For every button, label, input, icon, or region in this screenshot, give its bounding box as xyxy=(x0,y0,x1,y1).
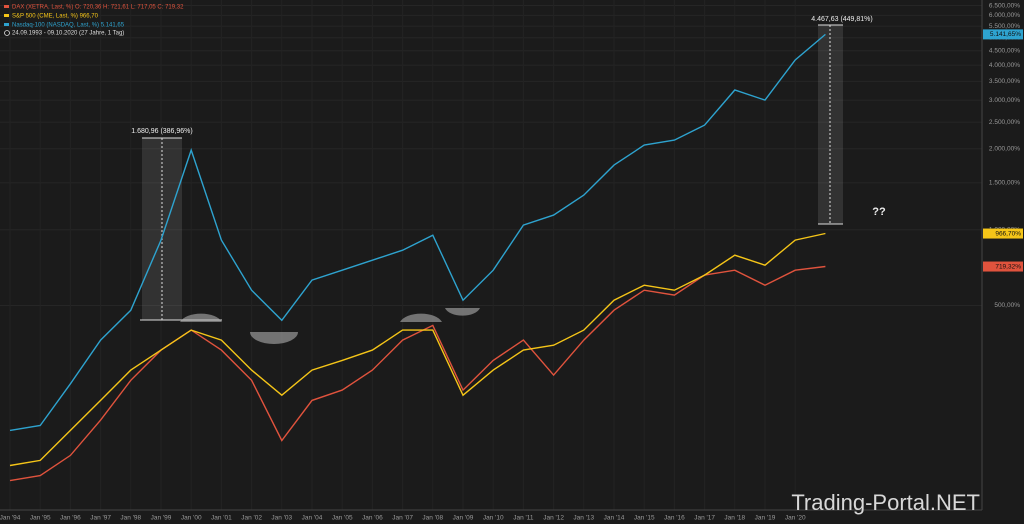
x-tick-label: Jan '03 xyxy=(271,515,292,522)
x-tick-label: Jan '02 xyxy=(241,515,262,522)
x-tick-label: Jan '05 xyxy=(332,515,353,522)
x-tick-label: Jan '01 xyxy=(211,515,232,522)
x-tick-label: Jan '97 xyxy=(90,515,111,522)
series-line xyxy=(9,265,826,482)
x-tick-label: Jan '99 xyxy=(151,515,172,522)
x-tick-label: Jan '13 xyxy=(573,515,594,522)
bottom-arc xyxy=(250,332,298,344)
x-tick-label: Jan '10 xyxy=(483,515,504,522)
legend-entry: Nasdaq-100 (NASDAQ, Last, %) 5.141,65 xyxy=(12,23,125,29)
x-tick-label: Jan '96 xyxy=(60,515,81,522)
y-tick-label: 5.500,00% xyxy=(989,23,1020,30)
top-arc xyxy=(180,313,222,322)
series-line xyxy=(9,232,826,467)
x-tick-label: Jan '04 xyxy=(302,515,323,522)
x-tick-label: Jan '95 xyxy=(30,515,51,522)
value-tag xyxy=(983,29,1023,40)
value-label: 966,70% xyxy=(995,230,1021,237)
y-tick-label: 4.500,00% xyxy=(989,47,1020,54)
top-arc xyxy=(400,313,442,322)
x-tick-label: Jan '08 xyxy=(422,515,443,522)
x-tick-label: Jan '06 xyxy=(362,515,383,522)
value-label: 719,32% xyxy=(995,263,1021,270)
x-tick-label: Jan '11 xyxy=(513,515,534,522)
x-tick-label: Jan '20 xyxy=(785,515,806,522)
legend-swatch xyxy=(4,23,9,26)
period: 24.09.1993 - 09.10.2020 (27 Jahre, 1 Tag… xyxy=(12,31,124,37)
y-tick-label: 6.500,00% xyxy=(989,2,1020,9)
y-tick-label: 6.000,00% xyxy=(989,12,1020,19)
x-tick-label: Jan '14 xyxy=(604,515,625,522)
x-tick-label: Jan '15 xyxy=(634,515,655,522)
x-tick-label: Jan '09 xyxy=(453,515,474,522)
x-tick-label: Jan '17 xyxy=(694,515,715,522)
watermark: Trading-Portal.NET xyxy=(791,490,980,515)
y-tick-label: 1.500,00% xyxy=(989,180,1020,187)
value-label: 5.141,65% xyxy=(990,31,1021,38)
x-tick-label: Jan '98 xyxy=(120,515,141,522)
value-tag xyxy=(983,228,1023,239)
y-tick-label: 3.500,00% xyxy=(989,78,1020,85)
x-tick-label: Jan '00 xyxy=(181,515,202,522)
x-tick-label: Jan '12 xyxy=(543,515,564,522)
bottom-arc xyxy=(445,308,480,316)
value-tag xyxy=(983,261,1023,272)
annotation: ?? xyxy=(872,206,886,218)
clock-icon xyxy=(4,30,10,36)
annotation: 1.680,96 (386,96%) xyxy=(131,128,193,135)
y-tick-label: 3.000,00% xyxy=(989,97,1020,104)
legend-swatch xyxy=(4,5,9,8)
x-tick-label: Jan '07 xyxy=(392,515,413,522)
legend-swatch xyxy=(4,14,9,17)
annotation: 4.467,63 (449,81%) xyxy=(811,16,873,23)
y-tick-label: 500,00% xyxy=(994,302,1020,309)
x-tick-label: Jan '16 xyxy=(664,515,685,522)
range-box xyxy=(142,138,182,320)
x-tick-label: Jan '18 xyxy=(724,515,745,522)
series-line xyxy=(9,33,826,432)
y-tick-label: 2.000,00% xyxy=(989,146,1020,153)
legend-entry: S&P 500 (CME, Last, %) 966,70 xyxy=(12,14,99,20)
x-tick-label: Jan '94 xyxy=(0,515,21,522)
y-tick-label: 4.000,00% xyxy=(989,62,1020,69)
legend-entry: DAX (XETRA, Last, %) O: 720,36 H: 721,61… xyxy=(12,5,184,11)
x-tick-label: Jan '19 xyxy=(755,515,776,522)
y-tick-label: 2.500,00% xyxy=(989,119,1020,126)
